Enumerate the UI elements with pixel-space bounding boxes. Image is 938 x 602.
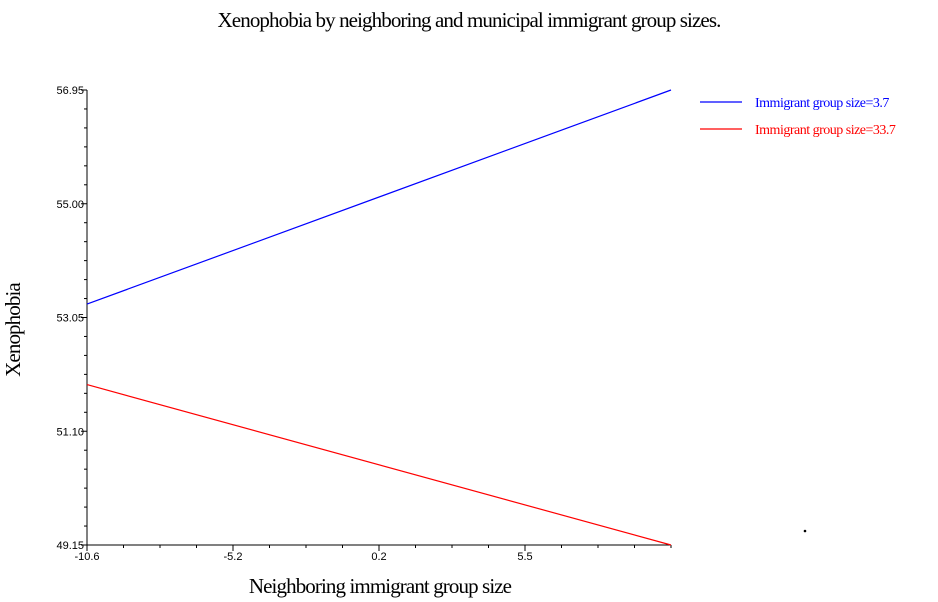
stray-dot xyxy=(803,529,807,533)
x-tick-label: 0.2 xyxy=(371,551,386,563)
x-axis-title: Neighboring immigrant group size xyxy=(249,574,512,598)
legend-label: Immigrant group size=33.7 xyxy=(755,123,896,138)
y-tick-label: 56.95 xyxy=(56,85,84,97)
series-line xyxy=(86,384,672,546)
legend-label: Immigrant group size=3.7 xyxy=(755,96,889,111)
y-tick-label: 53.05 xyxy=(56,313,84,325)
y-tick-label: 51.10 xyxy=(56,426,84,438)
series-line xyxy=(86,89,672,305)
y-tick-label: 49.15 xyxy=(56,540,84,552)
axes: 49.15 51.10 53.05 55.00 56.95 -10.6 -5.2 0.2 5.5 xyxy=(56,85,672,563)
x-tick-label: -5.2 xyxy=(224,551,243,563)
series-group xyxy=(86,89,672,546)
y-tick-label: 55.00 xyxy=(56,199,84,211)
x-tick-label: 5.5 xyxy=(517,551,532,563)
chart-title: Xenophobia by neighboring and municipal … xyxy=(217,8,722,32)
legend: Immigrant group size=3.7 Immigrant group … xyxy=(700,96,896,138)
x-tick-label: -10.6 xyxy=(74,551,99,563)
y-axis-title: Xenophobia xyxy=(1,282,25,377)
